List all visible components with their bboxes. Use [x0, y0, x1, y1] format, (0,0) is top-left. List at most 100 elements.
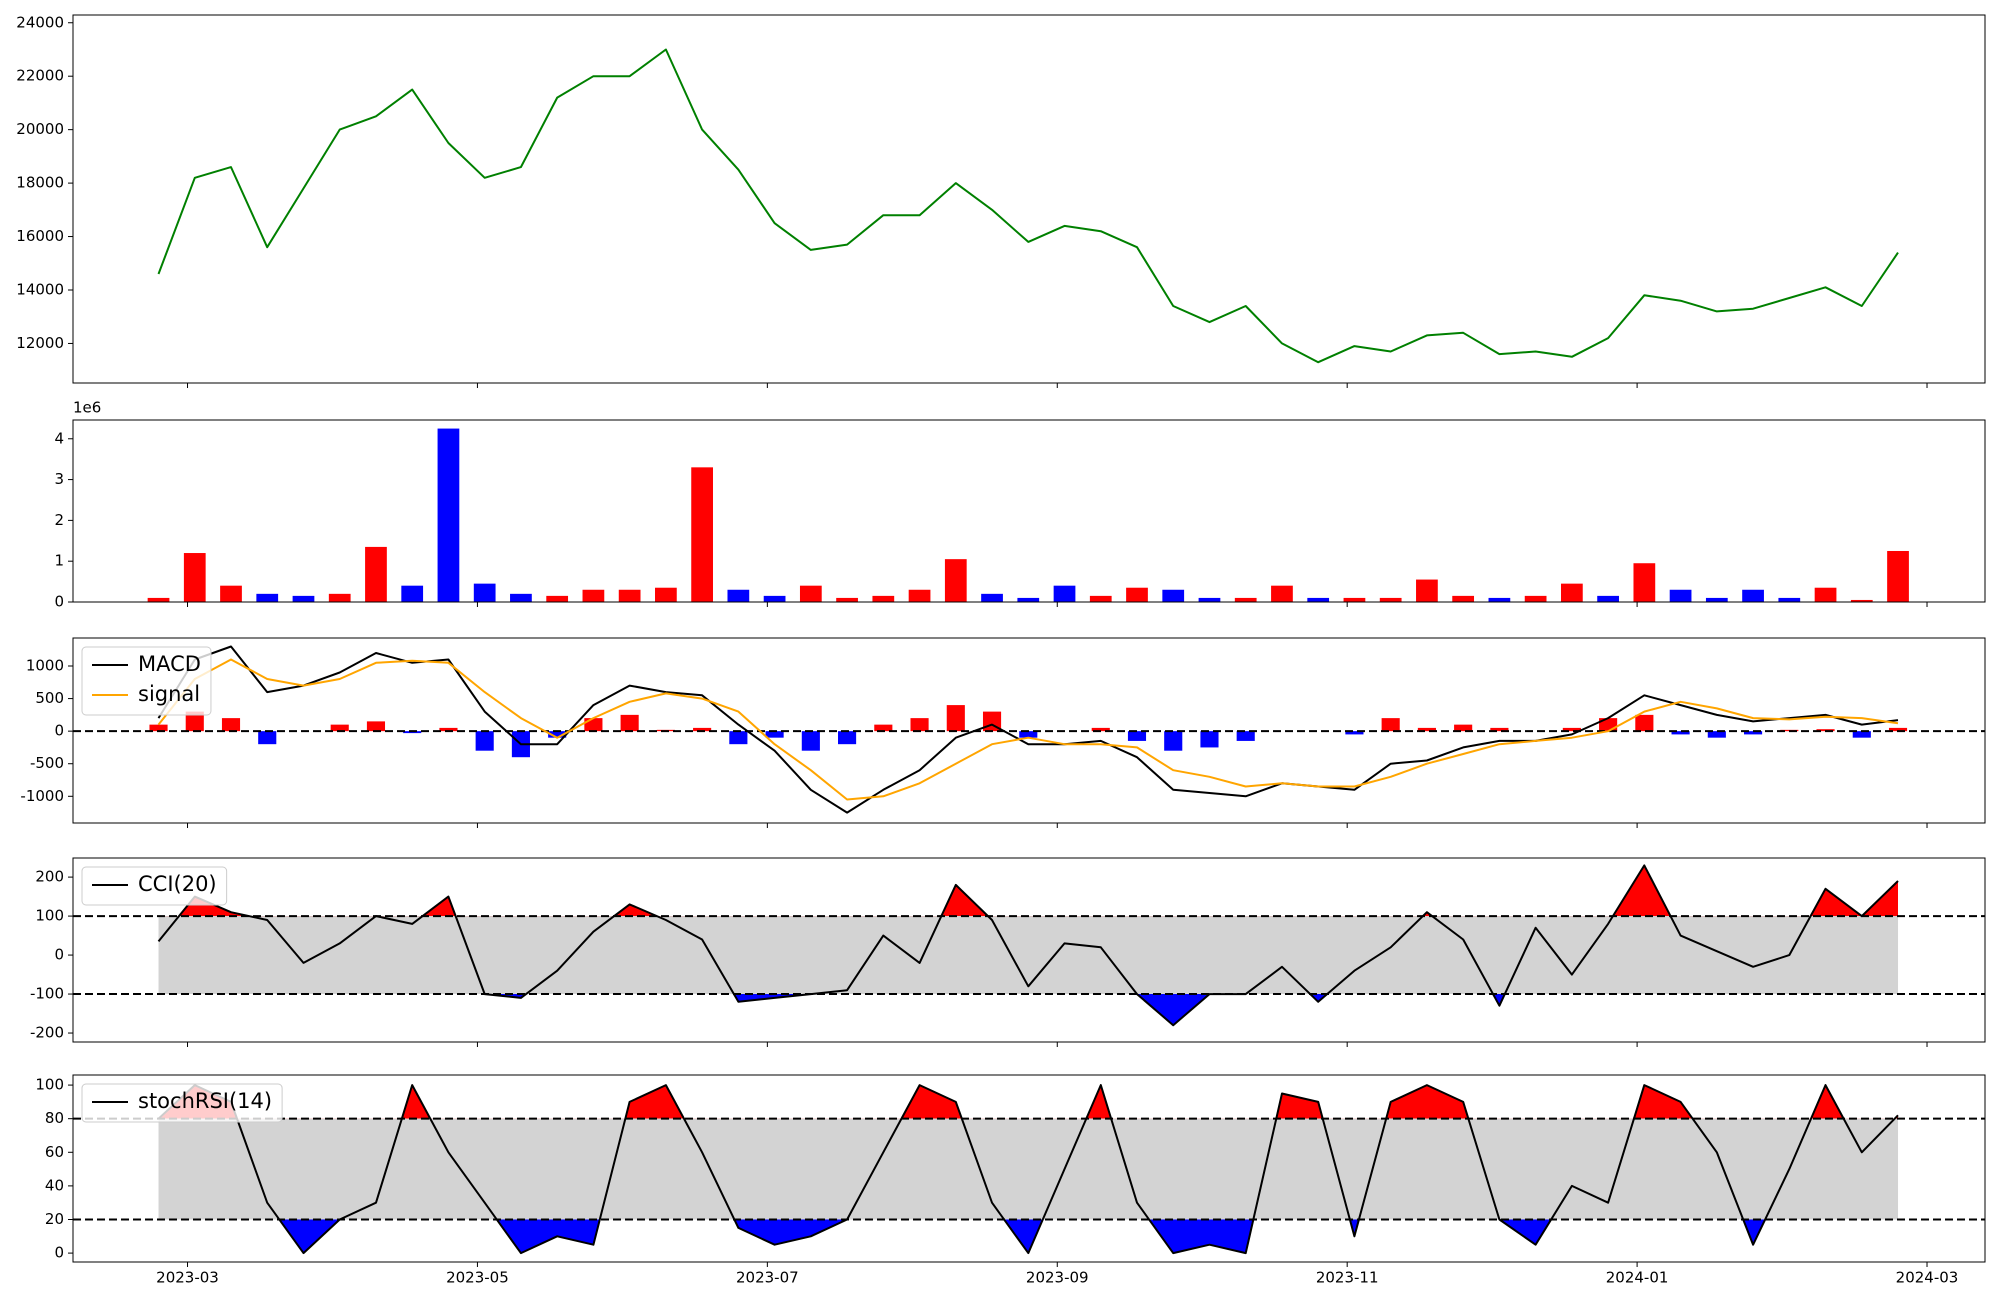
y-tick-label: 20000	[16, 120, 64, 138]
y-tick-label: -100	[30, 985, 64, 1003]
bar	[1307, 597, 1330, 602]
histogram-bar	[258, 731, 277, 745]
y-tick-label: 2	[54, 511, 64, 529]
y-tick-label: -200	[30, 1024, 64, 1042]
bar	[872, 595, 895, 602]
bar	[1560, 583, 1583, 602]
bar	[1234, 597, 1257, 602]
bar	[1198, 597, 1221, 602]
bar	[1705, 597, 1728, 602]
y-tick-label: 200	[35, 868, 64, 886]
bar	[799, 585, 822, 602]
bar	[437, 428, 460, 602]
series-line	[157, 658, 1899, 801]
y-tick-label: 0	[54, 593, 64, 611]
y-tick-label: 100	[35, 907, 64, 925]
histogram-bar	[946, 705, 965, 732]
bar	[1597, 595, 1619, 602]
histogram-bar	[1635, 714, 1654, 732]
histogram-bar	[1345, 731, 1364, 735]
legend: stochRSI(14)	[81, 1083, 283, 1123]
bar	[1488, 597, 1511, 602]
x-tick-label: 2023-11	[1316, 1269, 1379, 1287]
x-tick-label: 2024-03	[1896, 1269, 1959, 1287]
bar	[655, 587, 677, 602]
bar	[292, 595, 315, 602]
bar	[473, 583, 496, 602]
bar	[1742, 589, 1764, 602]
y-tick-label: 100	[35, 1076, 64, 1094]
histogram-bar	[765, 731, 784, 738]
bar	[908, 589, 931, 602]
bar	[1669, 589, 1692, 602]
histogram-bar	[1417, 727, 1436, 732]
y-tick-label: 18000	[16, 174, 64, 192]
panel: -1000 -500 0 500 1000 MACD signal	[20, 637, 1986, 828]
y-tick-label: 16000	[16, 227, 64, 245]
bar	[836, 597, 858, 602]
y-tick-label: 500	[35, 689, 64, 707]
bar	[1271, 585, 1293, 602]
bar	[256, 593, 279, 602]
series-line	[157, 48, 1899, 364]
series-line	[157, 864, 1899, 1027]
histogram-bar	[1562, 727, 1581, 732]
histogram-bar	[693, 727, 712, 732]
histogram-bar	[584, 718, 603, 732]
band-fill	[158, 916, 1899, 995]
y-tick-label: 0	[54, 946, 64, 964]
bar	[1887, 550, 1909, 602]
bar	[401, 585, 424, 602]
bar	[1850, 599, 1873, 602]
axes-frame	[72, 857, 1986, 1043]
y-tick-label: 40	[45, 1176, 64, 1194]
plot-area	[73, 645, 1985, 814]
x-tick-label: 2024-01	[1606, 1269, 1669, 1287]
bar	[1524, 595, 1547, 602]
histogram-bar	[874, 724, 893, 732]
bar	[1633, 563, 1656, 602]
histogram-bar	[1852, 731, 1871, 738]
y-tick-label: -1000	[20, 787, 64, 805]
y-tick-label: 14000	[16, 280, 64, 298]
bar	[691, 467, 713, 602]
panel: -200 -100 0 100 200 CCI(20)	[30, 857, 1986, 1047]
axes-frame	[72, 14, 1986, 384]
y-tick-label: 20	[45, 1210, 64, 1228]
legend-label: stochRSI(14)	[138, 1089, 272, 1113]
plot-area	[157, 48, 1899, 364]
histogram-bar	[729, 731, 748, 745]
histogram-bar	[1091, 727, 1110, 732]
histogram-bar	[1707, 731, 1726, 738]
histogram-bar	[910, 718, 929, 732]
histogram-bar	[1200, 731, 1219, 748]
bar	[727, 589, 750, 602]
y-tick-label: 4	[54, 429, 64, 447]
bar	[147, 597, 170, 602]
histogram-bar	[1381, 718, 1400, 732]
histogram-bar	[149, 724, 168, 732]
y-tick-label: 22000	[16, 67, 64, 85]
histogram-bar	[1127, 731, 1147, 741]
histogram-bar	[1490, 727, 1509, 732]
histogram-bar	[548, 731, 567, 738]
y-tick-label: -500	[30, 754, 64, 772]
bar	[1343, 597, 1366, 602]
bar	[763, 595, 786, 602]
axes-frame	[72, 419, 1986, 603]
bar	[944, 559, 967, 602]
legend-label: CCI(20)	[138, 872, 217, 896]
histogram-bar	[838, 731, 857, 745]
histogram-bar	[221, 718, 241, 732]
plot-area	[147, 428, 1909, 602]
bar	[1053, 585, 1076, 602]
y-tick-label: 1000	[26, 657, 64, 675]
bar	[981, 593, 1003, 602]
histogram-bar	[620, 714, 639, 732]
histogram-bar	[1744, 731, 1763, 735]
bar	[1126, 587, 1148, 602]
plot-area	[73, 864, 1985, 1027]
bar	[546, 595, 569, 602]
bar	[1089, 595, 1112, 602]
x-tick-label: 2023-09	[1026, 1269, 1089, 1287]
